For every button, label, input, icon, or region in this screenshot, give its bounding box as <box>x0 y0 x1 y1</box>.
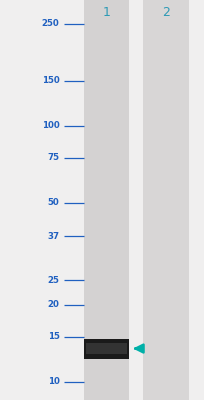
Text: 75: 75 <box>47 153 59 162</box>
Text: 37: 37 <box>47 232 59 241</box>
Text: 2: 2 <box>161 6 169 19</box>
Text: 20: 20 <box>47 300 59 309</box>
Bar <box>84 0 129 400</box>
Text: 150: 150 <box>41 76 59 85</box>
Text: 15: 15 <box>47 332 59 341</box>
Bar <box>143 0 188 400</box>
Text: 50: 50 <box>48 198 59 208</box>
Text: 250: 250 <box>41 20 59 28</box>
Text: 100: 100 <box>41 121 59 130</box>
Text: 10: 10 <box>47 378 59 386</box>
Text: 1: 1 <box>102 6 110 19</box>
Text: 25: 25 <box>47 276 59 284</box>
